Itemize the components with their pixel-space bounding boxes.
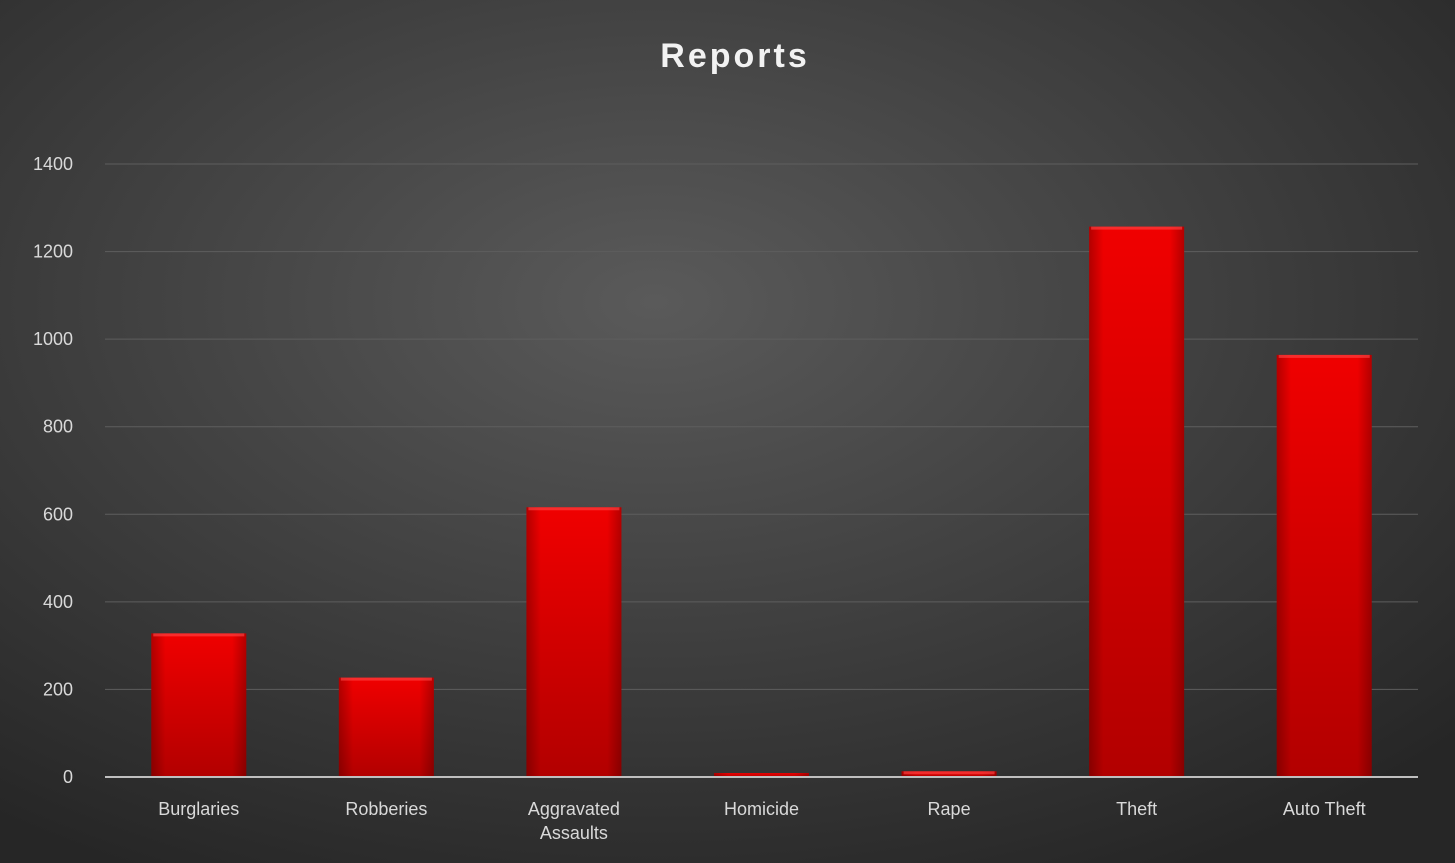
bar [338,677,434,777]
x-axis-labels: Burglaries Robberies Aggravated Assaults Hom… [158,799,1365,843]
y-tick-label: 0 [63,767,73,787]
bar [1089,226,1185,777]
x-tick-label: Theft [1116,799,1157,819]
bar-shading [151,633,247,777]
bar-highlight [1278,354,1370,358]
bar [1276,354,1372,777]
bar-highlight [1091,226,1183,230]
y-tick-label: 1400 [33,154,73,174]
y-tick-label: 400 [43,592,73,612]
y-tick-label: 600 [43,504,73,524]
y-tick-label: 200 [43,679,73,699]
bar-shading [526,507,622,777]
x-tick-label: Robberies [345,799,427,819]
bar-shading [714,773,809,777]
bar [526,507,622,777]
bar-shading [1276,354,1372,777]
gridlines [105,163,1418,690]
bar-highlight [528,507,620,511]
bar [901,771,997,777]
x-tick-label: Auto Theft [1283,799,1366,819]
bar-highlight [340,677,432,681]
bars [151,226,1372,777]
chart-title: Reports [660,37,809,75]
y-tick-label: 1200 [33,242,73,262]
bar-shading [338,677,434,777]
bar-highlight [153,633,245,637]
x-tick-label: Assaults [540,823,608,843]
bar-highlight [903,771,995,775]
y-tick-label: 800 [43,417,73,437]
x-tick-label: Rape [928,799,971,819]
bar [714,773,809,777]
x-tick-label: Aggravated [528,799,620,819]
y-tick-label: 1000 [33,329,73,349]
y-axis-ticks: 0 200 400 600 800 1000 1200 1400 [33,154,73,787]
x-tick-label: Homicide [724,799,799,819]
x-tick-label: Burglaries [158,799,239,819]
bar [151,633,247,777]
bar-shading [1089,226,1185,777]
